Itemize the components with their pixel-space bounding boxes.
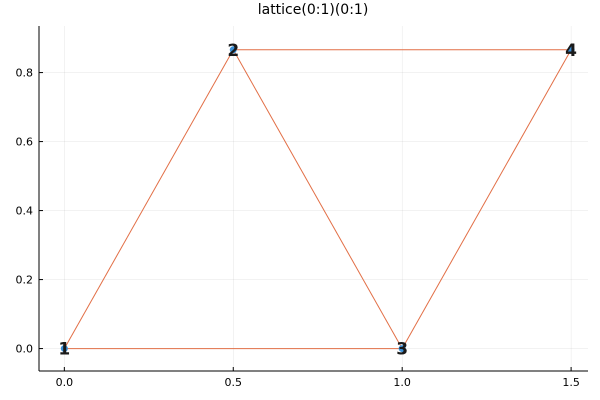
x-tick-label-2: 1.0 bbox=[393, 376, 411, 389]
axes bbox=[38, 26, 588, 372]
nodes: 1 2 3 4 bbox=[58, 41, 577, 360]
x-tick-label-0: 0.0 bbox=[56, 376, 74, 389]
edge-3-4 bbox=[401, 49, 572, 349]
node-point-4 bbox=[567, 46, 575, 54]
y-tick-label-1: 0.2 bbox=[16, 274, 34, 287]
y-tick-label-0: 0.0 bbox=[16, 343, 34, 356]
grid bbox=[39, 26, 588, 371]
edge-1-2 bbox=[63, 49, 234, 349]
tick-labels: 0.0 0.5 1.0 1.5 0.0 0.2 0.4 0.6 0.8 bbox=[16, 67, 580, 389]
x-tick-label-1: 0.5 bbox=[225, 376, 243, 389]
node-point-3 bbox=[398, 345, 406, 353]
node-label-2: 2 bbox=[227, 41, 239, 61]
y-tick-label-3: 0.6 bbox=[16, 136, 34, 149]
y-tick-label-4: 0.8 bbox=[16, 67, 34, 80]
node-label-3: 3 bbox=[396, 340, 408, 360]
node-label-4: 4 bbox=[565, 41, 577, 61]
edges bbox=[63, 49, 572, 350]
node-point-1 bbox=[60, 345, 68, 353]
y-tick-label-2: 0.4 bbox=[16, 205, 34, 218]
x-tick-label-3: 1.5 bbox=[562, 376, 580, 389]
chart-title: lattice(0:1)(0:1) bbox=[258, 2, 369, 18]
node-point-2 bbox=[229, 46, 237, 54]
node-label-1: 1 bbox=[58, 340, 70, 360]
edge-2-3 bbox=[232, 49, 403, 349]
